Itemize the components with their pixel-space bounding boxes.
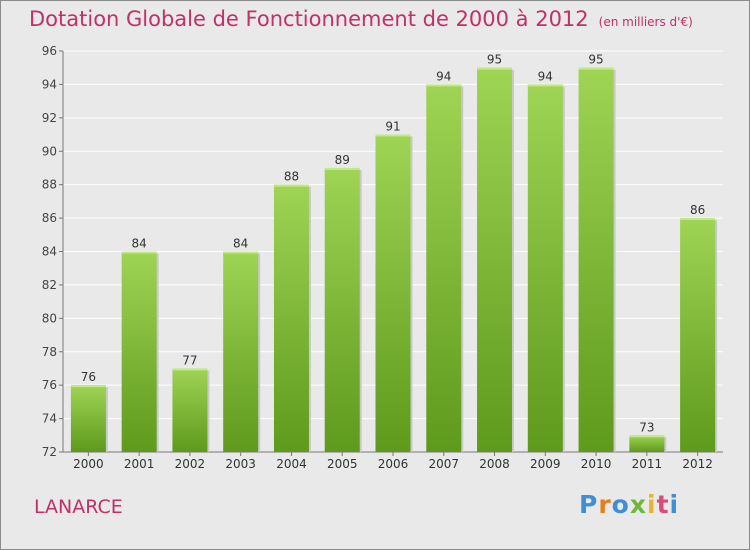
bar-2003 [223, 251, 259, 452]
x-tick-label-2003: 2003 [225, 457, 256, 471]
chart-title: Dotation Globale de Fonctionnement de 20… [29, 7, 693, 31]
bar-2011 [629, 435, 665, 452]
y-tick-label: 94 [42, 77, 57, 91]
logo-letter: i [647, 490, 657, 519]
x-tick-label-2000: 2000 [73, 457, 104, 471]
logo-letter: t [656, 490, 670, 519]
logo-letter: x [629, 490, 647, 519]
data-label-2003: 84 [233, 237, 248, 251]
y-tick-label: 74 [42, 412, 57, 426]
bar-highlight [680, 218, 716, 221]
logo-letter: r [598, 490, 612, 519]
bar-highlight [426, 84, 462, 87]
x-tick-label-2004: 2004 [276, 457, 307, 471]
x-axis: 2000 2001 2002 2003 2004 2005 2006 2007 2008 2009… [73, 452, 713, 471]
x-tick-label-2002: 2002 [175, 457, 206, 471]
logo-letter: o [611, 490, 630, 519]
bar-2002 [172, 368, 208, 452]
data-label-2009: 94 [538, 69, 553, 83]
data-label-2002: 77 [182, 353, 197, 367]
bar-highlight [629, 435, 665, 438]
bar-highlight [578, 67, 614, 70]
x-tick-label-2006: 2006 [378, 457, 409, 471]
chart-subtitle: (en milliers d'€) [598, 15, 693, 29]
bar-highlight [527, 84, 563, 87]
x-tick-label-2005: 2005 [327, 457, 358, 471]
bar-2008 [477, 67, 513, 452]
y-tick-label: 88 [42, 178, 57, 192]
y-tick-label: 72 [42, 445, 57, 459]
data-label-2001: 84 [132, 237, 147, 251]
bar-highlight [223, 251, 259, 254]
y-tick-label: 78 [42, 345, 57, 359]
bar-2000 [70, 385, 106, 452]
y-tick-label: 84 [42, 245, 57, 259]
bar-2009 [527, 84, 563, 453]
chart-title-text: Dotation Globale de Fonctionnement de 20… [29, 7, 589, 31]
bar-highlight [477, 67, 513, 70]
y-tick-label: 96 [42, 44, 57, 58]
bar-highlight [375, 134, 411, 137]
bar-2006 [375, 134, 411, 452]
y-tick-label: 90 [42, 144, 57, 158]
bar-2004 [273, 184, 309, 452]
bar-2007 [426, 84, 462, 453]
bar-2001 [121, 251, 157, 452]
bar-2010 [578, 67, 614, 452]
x-tick-label-2001: 2001 [124, 457, 155, 471]
data-label-2008: 95 [487, 53, 502, 67]
x-tick-label-2008: 2008 [479, 457, 510, 471]
bars: 76 84 77 84 88 89 91 94 95 94 95 73 86 [70, 53, 718, 453]
logo-letter: i [669, 490, 680, 519]
x-tick-label-2007: 2007 [428, 457, 459, 471]
data-label-2006: 91 [385, 120, 400, 134]
bar-highlight [70, 385, 106, 388]
data-label-2000: 76 [81, 370, 96, 384]
logo-letter: P [579, 490, 599, 519]
data-label-2011: 73 [639, 420, 654, 434]
bar-highlight [324, 167, 360, 170]
bar-highlight [121, 251, 157, 254]
data-label-2010: 95 [588, 53, 603, 67]
data-label-2007: 94 [436, 69, 451, 83]
data-label-2012: 86 [690, 203, 705, 217]
x-tick-label-2011: 2011 [632, 457, 663, 471]
y-tick-label: 76 [42, 378, 57, 392]
commune-name: LANARCE [34, 496, 123, 518]
y-tick-label: 80 [42, 311, 57, 325]
bar-highlight [172, 368, 208, 371]
data-label-2005: 89 [335, 153, 350, 167]
bar-2005 [324, 167, 360, 453]
bar-2012 [680, 218, 716, 452]
bar-highlight [273, 184, 309, 187]
x-tick-label-2009: 2009 [530, 457, 561, 471]
x-tick-label-2012: 2012 [682, 457, 713, 471]
proxiti-logo: Proxiti [579, 490, 679, 519]
y-tick-label: 86 [42, 211, 57, 225]
x-tick-label-2010: 2010 [581, 457, 612, 471]
y-tick-label: 92 [42, 111, 57, 125]
data-label-2004: 88 [284, 170, 299, 184]
y-tick-label: 82 [42, 278, 57, 292]
